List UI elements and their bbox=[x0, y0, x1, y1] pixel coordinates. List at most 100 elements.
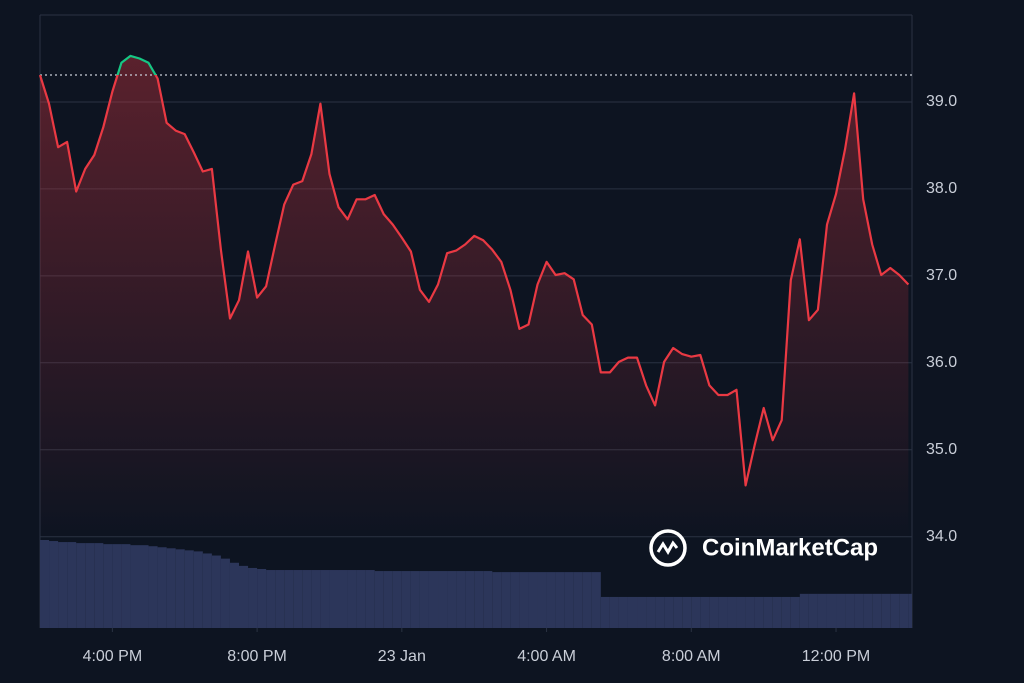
volume-bar bbox=[438, 571, 448, 628]
volume-bar bbox=[193, 551, 203, 628]
volume-bar bbox=[881, 593, 891, 628]
volume-bar bbox=[58, 542, 68, 628]
volume-bar bbox=[573, 572, 583, 628]
volume-bar bbox=[157, 547, 167, 628]
volume-bar bbox=[410, 571, 420, 628]
volume-bar bbox=[365, 570, 375, 628]
volume-bar bbox=[266, 570, 276, 628]
volume-bar bbox=[519, 572, 529, 628]
volume-bar bbox=[130, 545, 140, 628]
volume-bar bbox=[546, 572, 556, 628]
volume-bar bbox=[184, 550, 194, 628]
volume-bar bbox=[600, 596, 610, 628]
volume-bar bbox=[320, 570, 330, 628]
volume-bar bbox=[257, 568, 267, 628]
volume-bar bbox=[356, 570, 366, 628]
volume-bar bbox=[718, 596, 728, 628]
volume-bar bbox=[67, 542, 77, 628]
volume-bar bbox=[646, 596, 656, 628]
volume-bar bbox=[94, 543, 104, 628]
volume-bar bbox=[202, 553, 212, 628]
x-tick-label: 8:00 PM bbox=[227, 648, 287, 665]
volume-bar bbox=[754, 596, 764, 628]
volume-bar bbox=[483, 571, 493, 628]
x-tick-label: 8:00 AM bbox=[662, 648, 721, 665]
y-tick-label: 35.0 bbox=[926, 441, 957, 458]
x-tick-label: 12:00 PM bbox=[802, 648, 870, 665]
volume-bar bbox=[591, 572, 601, 628]
volume-bar bbox=[229, 562, 240, 628]
volume-bar bbox=[465, 571, 475, 628]
volume-bar bbox=[745, 596, 755, 628]
volume-bar bbox=[655, 596, 665, 628]
volume-bar bbox=[790, 596, 800, 628]
volume-bar bbox=[347, 570, 357, 628]
volume-bar bbox=[808, 593, 818, 628]
volume-bar bbox=[682, 596, 692, 628]
volume-bar bbox=[863, 593, 873, 628]
x-tick-label: 23 Jan bbox=[378, 648, 426, 665]
volume-bar bbox=[700, 596, 710, 628]
volume-bar bbox=[175, 549, 185, 628]
axes: 34.0 35.0 36.0 37.0 38.0 39.0 4:00 PM 8:00 PM 23… bbox=[83, 93, 958, 665]
volume-bar bbox=[854, 593, 864, 628]
volume-bar bbox=[329, 570, 339, 628]
volume-bar bbox=[85, 543, 95, 628]
volume-bar bbox=[121, 544, 131, 628]
volume-bar bbox=[293, 570, 303, 628]
price-layer bbox=[38, 54, 912, 541]
volume-bar bbox=[76, 543, 86, 628]
volume-bar bbox=[374, 571, 384, 628]
volume-bar bbox=[673, 596, 683, 628]
volume-bar bbox=[239, 565, 249, 628]
volume-bar bbox=[248, 567, 258, 628]
volume-bar bbox=[383, 571, 393, 628]
volume-bar bbox=[908, 593, 912, 628]
y-tick-label: 37.0 bbox=[926, 267, 957, 284]
volume-bar bbox=[474, 571, 484, 628]
volume-bar bbox=[609, 596, 619, 628]
watermark: CoinMarketCap bbox=[649, 529, 878, 567]
price-line bbox=[38, 54, 910, 487]
volume-bar bbox=[781, 596, 791, 628]
volume-bar bbox=[148, 546, 158, 628]
volume-bar bbox=[537, 572, 547, 628]
volume-bar bbox=[419, 571, 429, 628]
volume-bar bbox=[736, 596, 746, 628]
volume-bar bbox=[401, 571, 411, 628]
volume-bar bbox=[637, 596, 647, 628]
volume-bar bbox=[664, 596, 674, 628]
volume-bar bbox=[727, 596, 737, 628]
price-area bbox=[40, 55, 909, 541]
volume-bar bbox=[555, 572, 565, 628]
volume-bar bbox=[528, 572, 538, 628]
volume-bar bbox=[890, 593, 900, 628]
logo-mark bbox=[656, 540, 679, 555]
volume-bar bbox=[49, 541, 59, 628]
volume-bar bbox=[284, 570, 294, 628]
volume-bar bbox=[627, 596, 638, 628]
volume-bar bbox=[220, 558, 230, 628]
volume-bar bbox=[302, 570, 312, 628]
volume-bar bbox=[166, 548, 176, 628]
volume-bar bbox=[492, 572, 502, 628]
volume-bar bbox=[817, 593, 827, 628]
watermark-text: CoinMarketCap bbox=[702, 534, 878, 561]
volume-bars bbox=[40, 540, 912, 628]
y-tick-label: 38.0 bbox=[926, 180, 957, 197]
volume-bar bbox=[112, 544, 122, 628]
volume-bar bbox=[799, 593, 809, 628]
volume-bar bbox=[211, 555, 221, 628]
volume-bar bbox=[510, 572, 520, 628]
y-tick-label: 36.0 bbox=[926, 354, 957, 371]
volume-bar bbox=[139, 545, 149, 628]
volume-bar bbox=[618, 596, 628, 628]
volume-bar bbox=[845, 593, 855, 628]
volume-bar bbox=[709, 596, 719, 628]
volume-bar bbox=[311, 570, 321, 628]
volume-bar bbox=[447, 571, 457, 628]
logo bbox=[649, 529, 687, 567]
volume-bar bbox=[691, 596, 701, 628]
volume-bar bbox=[275, 570, 285, 628]
